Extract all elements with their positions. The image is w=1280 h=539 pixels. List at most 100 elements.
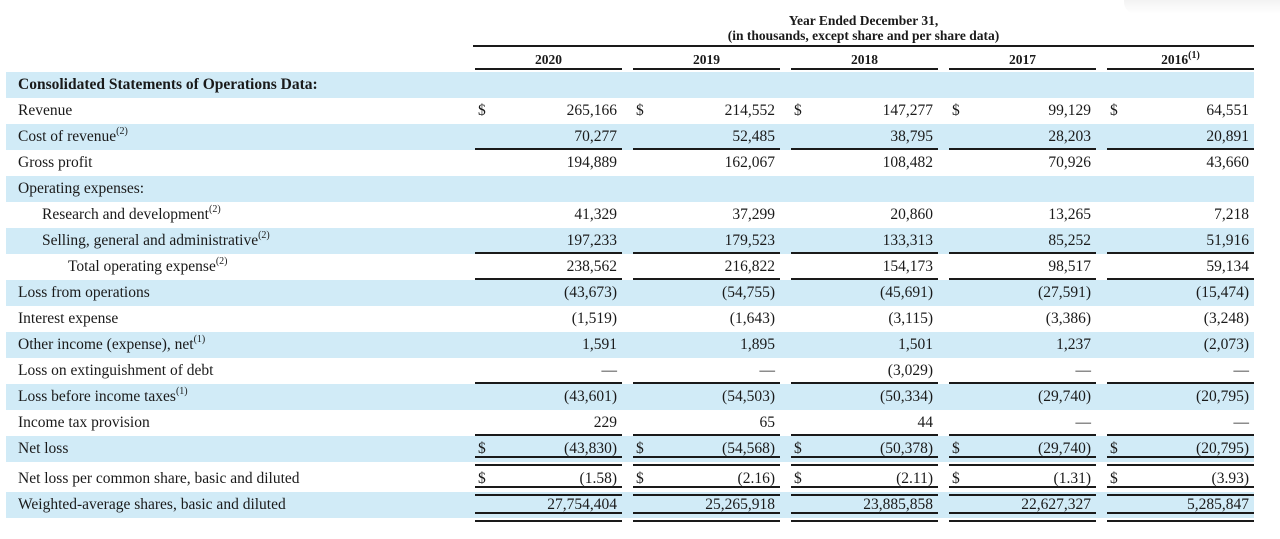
cell-value: (2,073) <box>1203 336 1249 353</box>
table-row: Income tax provision 229 65 44 — — <box>6 410 1254 436</box>
value-cell-2016: $ (20,795) <box>1107 436 1254 466</box>
cell-value: 65 <box>759 414 776 431</box>
table-row: Loss before income taxes(1) (43,601) (54… <box>6 384 1254 410</box>
value-cell-2017: 70,926 <box>949 150 1096 176</box>
value-cell-2020: (43,601) <box>475 384 622 410</box>
cell-value: 1,501 <box>898 336 933 353</box>
value-cell-2017: $99,129 <box>949 98 1096 124</box>
cell-value: (2.16) <box>737 470 775 487</box>
value-cell-2018: $ (50,378) <box>791 436 938 466</box>
cell-value: (1,519) <box>571 310 617 327</box>
value-cell-2017: $ (1.31) <box>949 466 1096 496</box>
value-cell-2019: 216,822 <box>633 254 780 280</box>
cell-value: (50,378) <box>880 440 933 457</box>
dollar-sign: $ <box>794 440 802 457</box>
cell-value: 51,916 <box>1206 232 1249 249</box>
table-row: Interest expense (1,519) (1,643) (3,115)… <box>6 306 1254 332</box>
cell-value: 44 <box>917 414 934 431</box>
cell-value: (3.93) <box>1211 470 1249 487</box>
table-row: Operating expenses: <box>6 176 1254 202</box>
value-cell-2016: (15,474) <box>1107 280 1254 306</box>
table-row: Net loss $ (43,830) $ (54,568) $ (50,378) $… <box>6 436 1254 466</box>
value-cell-2018: 20,860 <box>791 202 938 228</box>
value-cell-2016: 7,218 <box>1107 202 1254 228</box>
row-label: Loss before income taxes(1) <box>18 385 188 405</box>
value-cell-2016 <box>1107 176 1254 202</box>
cell-value: 147,277 <box>882 102 933 119</box>
dollar-sign: $ <box>794 470 802 487</box>
value-cell-2017: — <box>949 358 1096 384</box>
value-cell-2018: $147,277 <box>791 98 938 124</box>
cell-value: 229 <box>593 414 617 431</box>
dollar-sign: $ <box>478 440 486 457</box>
cell-value: 179,523 <box>724 232 775 249</box>
cell-value: 1,895 <box>740 336 775 353</box>
value-cell-2017: $ (29,740) <box>949 436 1096 466</box>
value-cell-2016: 51,916 <box>1107 228 1254 254</box>
value-cell-2019 <box>633 72 780 98</box>
value-cell-2017 <box>949 176 1096 202</box>
dollar-sign: $ <box>1110 470 1118 487</box>
dollar-sign: $ <box>636 470 644 487</box>
cell-value: 22,627,327 <box>1021 496 1091 513</box>
row-label: Weighted-average shares, basic and dilut… <box>18 496 286 513</box>
value-cell-2019: (54,755) <box>633 280 780 306</box>
table-row: Consolidated Statements of Operations Da… <box>6 72 1254 98</box>
table-row: Loss from operations (43,673) (54,755) (… <box>6 280 1254 306</box>
value-cell-2020: 41,329 <box>475 202 622 228</box>
cell-value: 108,482 <box>882 154 933 171</box>
value-cell-2016: 5,285,847 <box>1107 492 1254 522</box>
value-cell-2017: (3,386) <box>949 306 1096 332</box>
cell-value: 64,551 <box>1206 102 1249 119</box>
value-cell-2016: 20,891 <box>1107 124 1254 150</box>
value-cell-2018: (50,334) <box>791 384 938 410</box>
period-heading: Year Ended December 31, <box>788 13 939 28</box>
row-label: Income tax provision <box>18 414 150 431</box>
table-row: Total operating expense(2) 238,562 216,8… <box>6 254 1254 280</box>
value-cell-2017: 85,252 <box>949 228 1096 254</box>
period-subheading: (in thousands, except share and per shar… <box>727 28 1000 43</box>
cell-value: — <box>601 362 618 379</box>
dollar-sign: $ <box>636 102 644 119</box>
value-cell-2016: $64,551 <box>1107 98 1254 124</box>
cell-value: 216,822 <box>724 258 775 275</box>
table-row: Research and development(2) 41,329 37,29… <box>6 202 1254 228</box>
cell-value: (27,591) <box>1038 284 1091 301</box>
value-cell-2020 <box>475 72 622 98</box>
cell-value: — <box>759 362 776 379</box>
value-cell-2019: 1,895 <box>633 332 780 358</box>
row-label: Operating expenses: <box>18 180 145 197</box>
cell-value: — <box>1233 362 1250 379</box>
value-cell-2018 <box>791 72 938 98</box>
cell-value: 41,329 <box>574 206 617 223</box>
value-cell-2017: 1,237 <box>949 332 1096 358</box>
value-cell-2019: 65 <box>633 410 780 436</box>
year-column-header: 2017 <box>949 49 1096 70</box>
header-rule <box>473 45 1254 47</box>
value-cell-2019: 25,265,918 <box>633 492 780 522</box>
cell-value: 162,067 <box>724 154 775 171</box>
value-cell-2019: $ (2.16) <box>633 466 780 496</box>
table-row: Loss on extinguishment of debt — — (3,02… <box>6 358 1254 384</box>
value-cell-2017: 22,627,327 <box>949 492 1096 522</box>
cell-value: (50,334) <box>880 388 933 405</box>
footnote-marker: (1) <box>1188 49 1200 61</box>
footnote-marker: (2) <box>215 255 228 267</box>
row-label: Cost of revenue(2) <box>18 125 128 145</box>
cell-value: (43,830) <box>564 440 617 457</box>
cell-value: (3,115) <box>888 310 933 327</box>
year-column-header: 2016(1) <box>1107 49 1254 70</box>
value-cell-2019: 52,485 <box>633 124 780 150</box>
row-label: Research and development(2) <box>42 203 221 223</box>
row-label: Loss on extinguishment of debt <box>18 362 214 379</box>
value-cell-2019: 37,299 <box>633 202 780 228</box>
cell-value: 265,166 <box>566 102 617 119</box>
footnote-marker: (2) <box>258 229 270 241</box>
value-cell-2020: 27,754,404 <box>475 492 622 522</box>
table-row: Cost of revenue(2) 70,277 52,485 38,795 … <box>6 124 1254 150</box>
row-label: Loss from operations <box>18 284 150 301</box>
row-label: Consolidated Statements of Operations Da… <box>18 76 318 93</box>
cell-value: (3,386) <box>1045 310 1091 327</box>
value-cell-2020: 229 <box>475 410 622 436</box>
cell-value: 20,860 <box>890 206 933 223</box>
